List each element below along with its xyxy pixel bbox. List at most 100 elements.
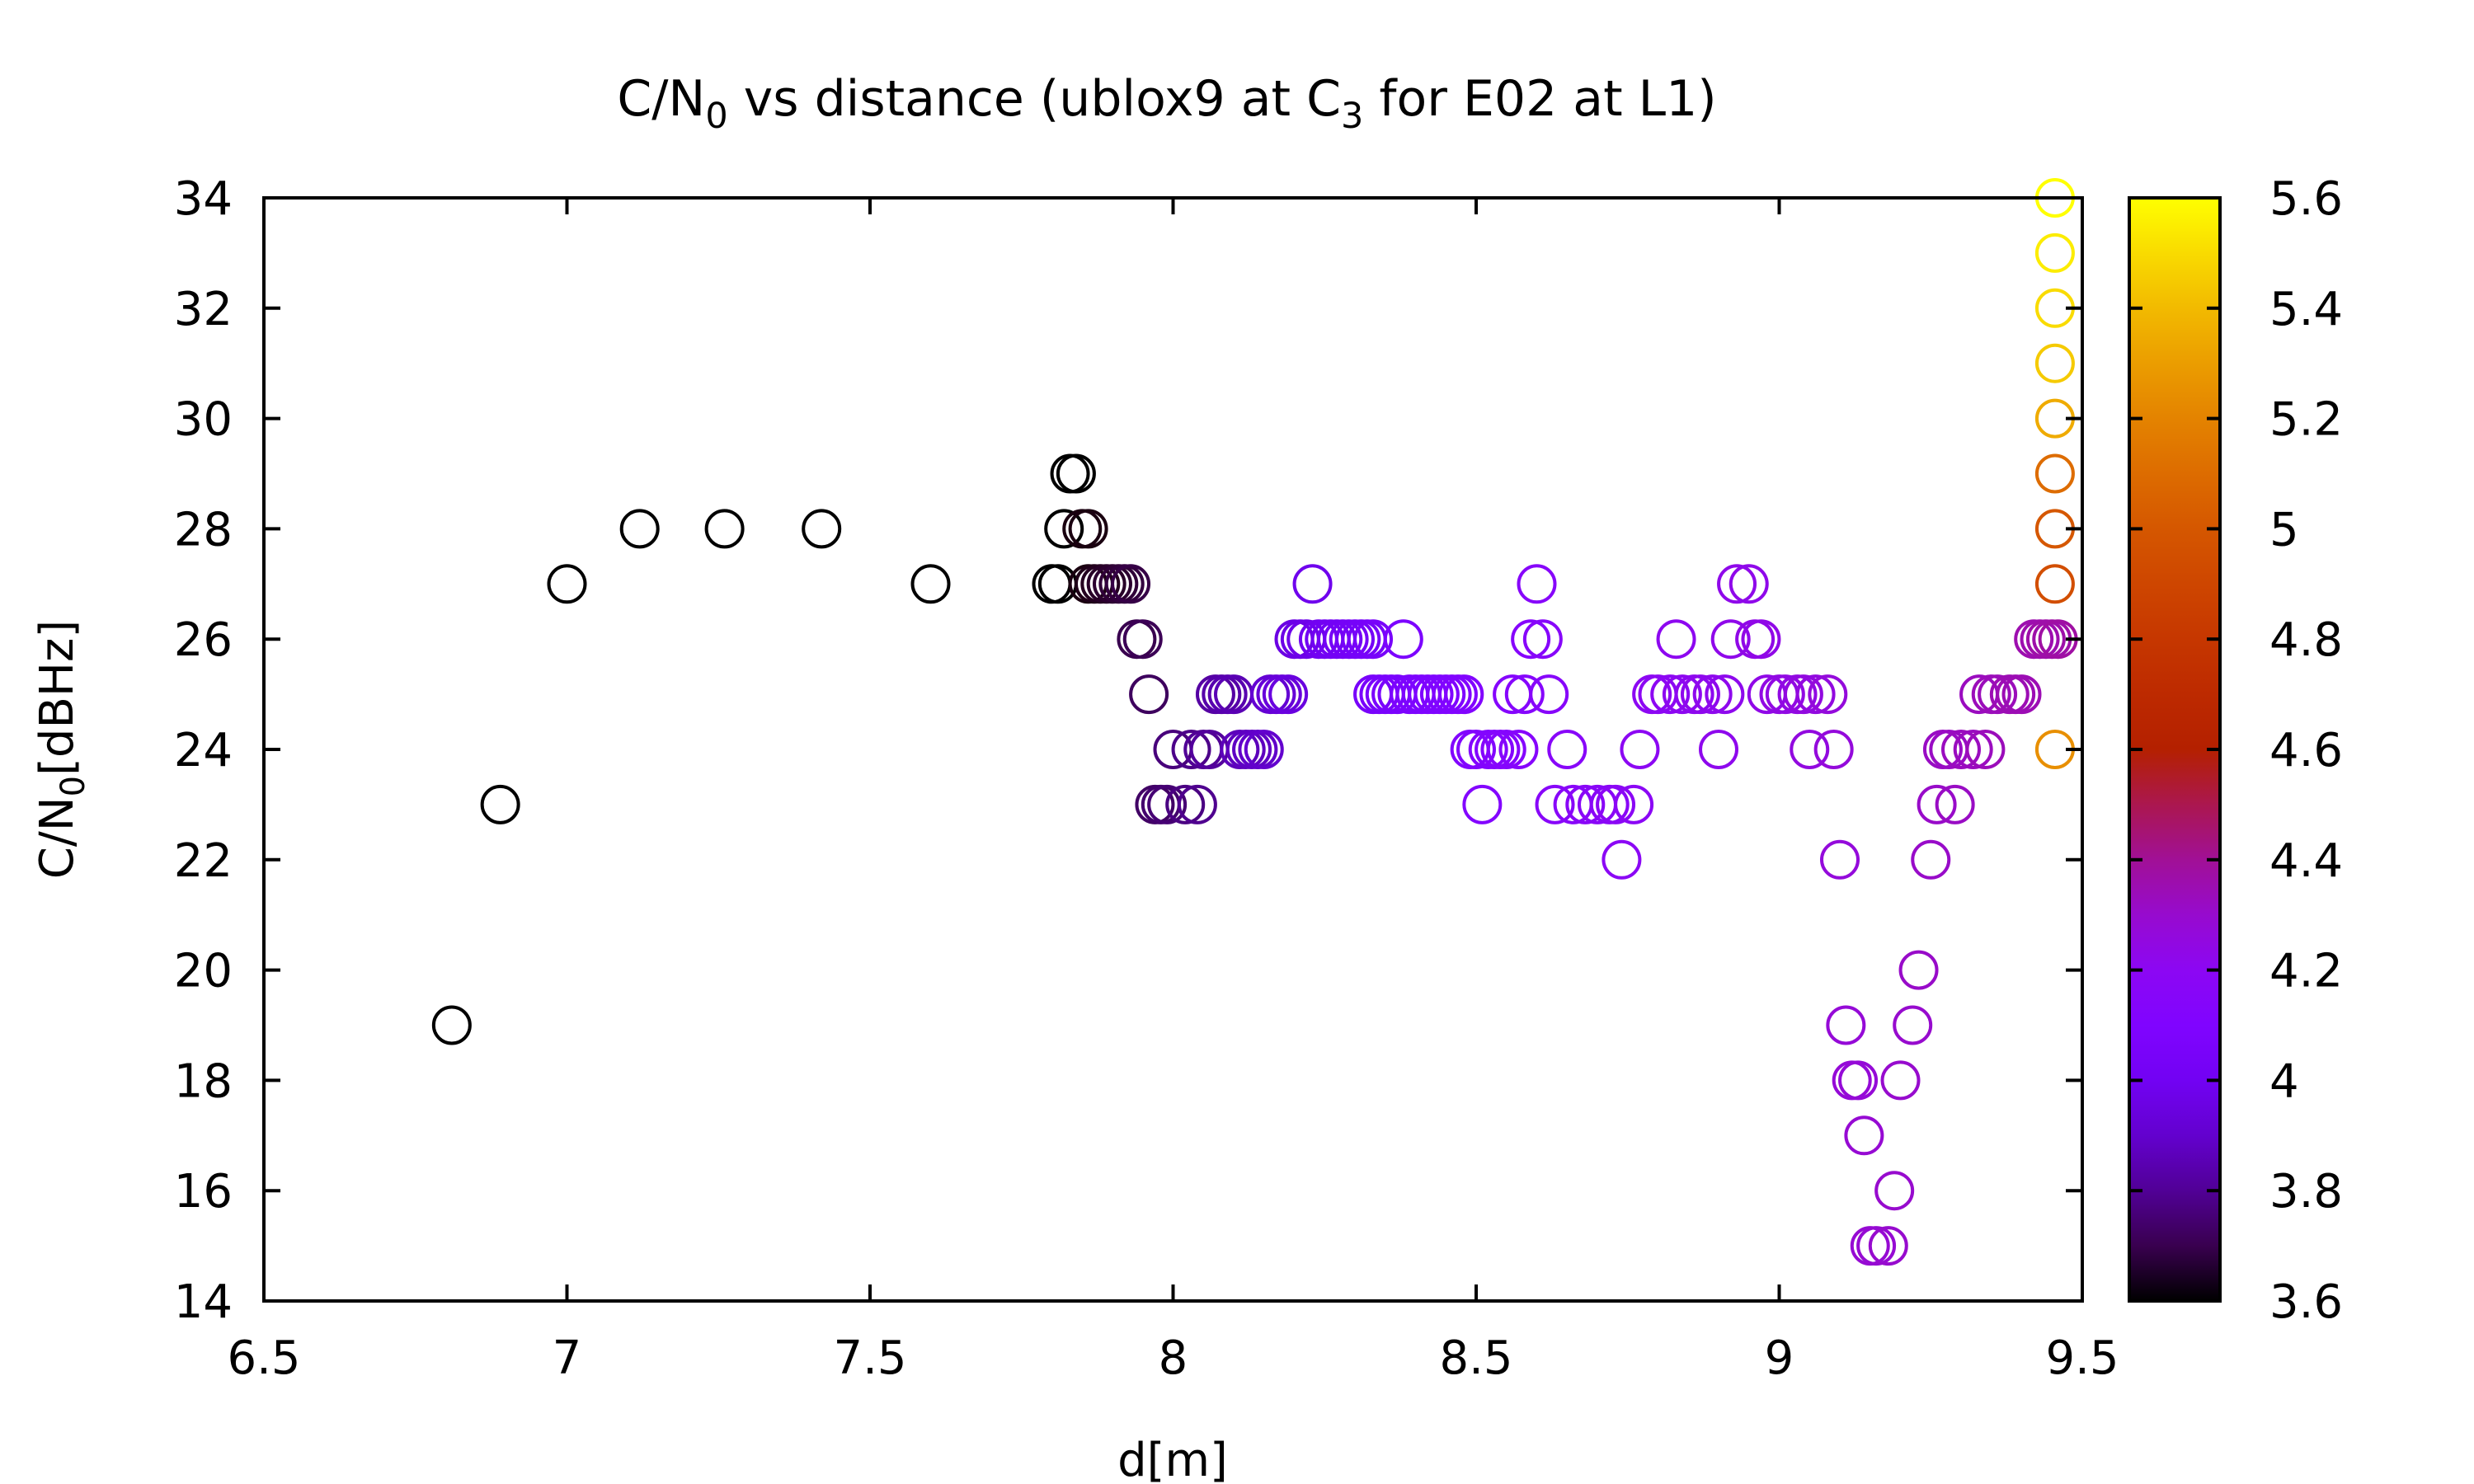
data-point [1522,619,1563,660]
data-point [1529,674,1569,715]
x-tick-label: 8 [1159,1331,1188,1385]
data-point [1498,730,1539,769]
data-point [1602,839,1642,880]
data-point [1165,784,1206,824]
data-point [2034,564,2075,604]
x-tick-label: 7 [553,1331,582,1385]
data-point [1511,619,1551,660]
data-point [1547,730,1587,769]
data-point [1353,619,1394,660]
data-point [1596,784,1636,824]
data-point [1456,730,1496,769]
data-point [2034,232,2075,273]
y-tick-label: 22 [174,834,233,888]
data-point [1444,674,1484,715]
y-tick-label: 18 [174,1054,233,1108]
data-point [1383,619,1423,660]
data-point [704,509,745,549]
data-point [1898,950,1939,990]
data-point [1614,784,1654,824]
data-point [1068,509,1108,549]
data-point [1844,1115,1884,1156]
data-point [1874,1171,1915,1211]
y-tick-label: 32 [174,283,233,336]
data-point [1838,1060,1879,1101]
colorbar-tick-label: 4.6 [2269,724,2343,777]
colorbar-tick-label: 5.4 [2269,283,2343,336]
data-point [1056,453,1096,494]
data-point [1826,1005,1866,1045]
data-point [619,509,660,549]
data-point [1741,619,1781,660]
data-point [1717,564,1757,604]
data-point [1917,784,1957,824]
data-point [1620,730,1660,769]
data-point [1268,674,1309,715]
data-point [1729,564,1769,604]
data-point [1147,784,1188,824]
data-point [1662,674,1702,715]
data-point [1911,839,1951,880]
x-tick-label: 8.5 [1439,1331,1512,1385]
data-point [1880,1060,1921,1101]
y-tick-label: 30 [174,393,233,447]
y-tick-label: 20 [174,945,233,998]
data-point [1795,674,1836,715]
y-tick-label: 26 [174,613,233,667]
x-tick-label: 9.5 [2045,1331,2119,1385]
data-point [1868,1226,1908,1266]
data-points [431,178,2078,1266]
colorbar-tick-label: 5.6 [2269,172,2343,226]
data-point [1935,784,1975,824]
data-point [1765,674,1805,715]
x-tick-label: 7.5 [833,1331,906,1385]
data-point [1965,730,2006,769]
data-point [1705,674,1745,715]
data-point [480,784,520,824]
y-tick-label: 34 [174,172,233,226]
x-tick-label: 9 [1765,1331,1794,1385]
data-point [1790,730,1830,769]
y-tick-label: 24 [174,724,233,777]
data-point [1504,674,1545,715]
colorbar-tick-label: 4 [2269,1054,2299,1108]
colorbar-tick-label: 3.8 [2269,1165,2343,1219]
data-point [1122,619,1163,660]
colorbar-tick-label: 5 [2269,503,2299,556]
data-point [1656,619,1696,660]
colorbar [2128,196,2222,1303]
data-point [1177,784,1217,824]
y-tick-label: 16 [174,1165,233,1219]
chart-title: C/N0 vs distance (ublox9 at C3 for E02 a… [617,70,1716,137]
data-point [1783,674,1823,715]
colorbar-tick-label: 4.8 [2269,613,2343,667]
data-point [1111,564,1151,604]
y-tick-label: 14 [174,1275,233,1329]
data-point [1650,674,1691,715]
data-point [1692,674,1733,715]
colorbar-tick-label: 5.2 [2269,393,2343,447]
data-point [1462,784,1503,824]
x-axis-label: d[m] [1117,1434,1228,1484]
y-tick-label: 28 [174,503,233,556]
data-point [1808,674,1848,715]
data-point [1699,730,1738,769]
data-point [1129,674,1169,715]
data-point [1893,1005,1933,1045]
y-axis: 14 16 18 20 22 24 26 28 30 32 34 [174,172,2082,1329]
data-point [547,564,587,604]
data-point [1953,730,1993,769]
data-point [1710,619,1751,660]
data-point [2034,453,2075,494]
data-point [2034,343,2075,383]
data-point [1680,674,1720,715]
data-point [2001,674,2042,715]
data-point [1517,564,1557,604]
data-point [1044,509,1084,549]
data-point [1941,730,1981,769]
y-axis-label: C/N0[dBHz] [31,620,92,879]
data-point [1486,730,1526,769]
data-point [1820,839,1860,880]
data-point [1535,784,1575,824]
